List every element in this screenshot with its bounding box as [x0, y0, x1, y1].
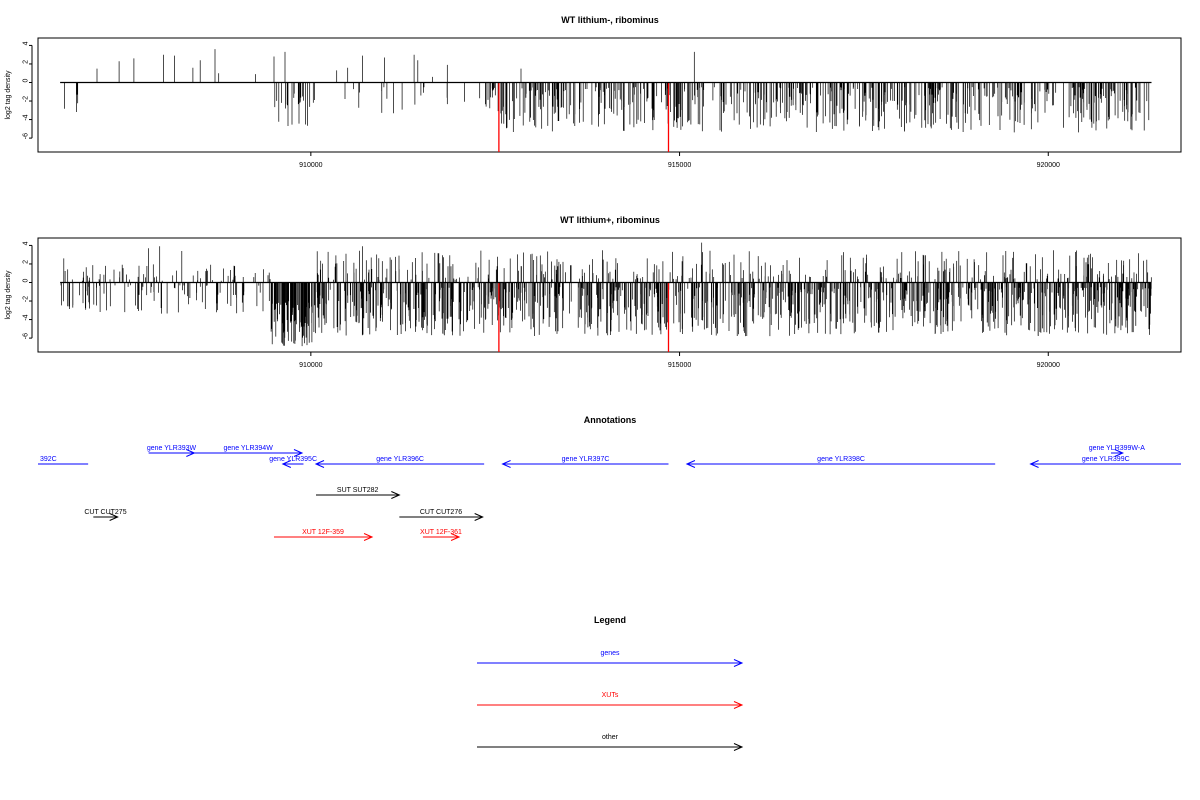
annotation-label: gene YLR393W — [147, 445, 197, 452]
y-tick-label: -4 — [23, 114, 30, 120]
annotation-label: SUT SUT282 — [337, 487, 379, 494]
annotation-feature: gene YLR395C — [269, 456, 317, 468]
legend-item: genes — [477, 650, 744, 667]
x-axis: 910000 915000 920000 — [299, 351, 1060, 369]
legend-item: XUTs — [477, 692, 744, 709]
red-markers — [498, 282, 670, 352]
y-tick-label: -4 — [23, 314, 30, 320]
y-axis: 4 2 0 -2 -4 -6 — [23, 241, 33, 339]
x-axis: 910000 915000 920000 — [299, 151, 1060, 169]
y-axis-label: log2 tag density — [5, 70, 12, 120]
annotations-track: Annotations 392C gene YLR393W gene YLR394W… — [38, 415, 1181, 541]
annotation-feature: gene YLR399C — [1029, 456, 1181, 468]
annotation-label: gene YLR395C — [269, 456, 317, 463]
y-tick-label: -6 — [23, 133, 30, 139]
legend-label: other — [602, 734, 619, 741]
annotation-feature: SUT SUT282 — [316, 487, 401, 499]
annotation-feature: gene YLR399W-A — [1089, 445, 1145, 457]
annotations-title: Annotations — [584, 415, 637, 425]
y-tick-label: 0 — [23, 278, 30, 282]
annotation-label: gene YLR398C — [817, 456, 865, 463]
annotation-label: gene YLR397C — [562, 456, 610, 463]
y-tick-label: 0 — [23, 78, 30, 82]
x-tick-label: 915000 — [668, 362, 691, 369]
annotation-feature: gene YLR393W — [147, 445, 197, 457]
annotation-feature: CUT CUT276 — [399, 509, 484, 521]
y-tick-label: 4 — [23, 41, 30, 45]
y-tick-label: 2 — [23, 260, 30, 264]
track-panel-lithium-minus: WT lithium-, ribominus log2 tag density … — [5, 15, 1182, 169]
track-panel-lithium-plus: WT lithium+, ribominus log2 tag density … — [5, 215, 1182, 369]
density-bars — [64, 49, 1150, 133]
track-title: WT lithium+, ribominus — [560, 215, 660, 225]
annotation-label: gene YLR399W-A — [1089, 445, 1145, 452]
y-tick-label: -2 — [23, 96, 30, 102]
annotation-label: CUT CUT276 — [420, 509, 462, 516]
annotation-label: XUT 12F-359 — [302, 529, 344, 536]
y-axis: 4 2 0 -2 -4 -6 — [23, 41, 33, 139]
annotation-label: CUT CUT275 — [84, 509, 126, 516]
annotation-label: gene YLR399C — [1082, 456, 1130, 463]
y-tick-label: -6 — [23, 333, 30, 339]
legend: Legend genes XUTs other — [477, 615, 744, 751]
annotation-feature: 392C — [38, 456, 89, 465]
annotation-label: 392C — [40, 456, 57, 463]
x-tick-label: 910000 — [299, 362, 322, 369]
y-tick-label: 2 — [23, 60, 30, 64]
annotation-feature: XUT 12F-359 — [273, 529, 374, 541]
legend-item: other — [477, 734, 744, 751]
annotation-feature: XUT 12F-361 — [420, 529, 462, 541]
annotation-label: gene YLR396C — [376, 456, 424, 463]
legend-items: genes XUTs other — [477, 650, 744, 751]
x-tick-label: 915000 — [668, 162, 691, 169]
annotation-feature: CUT CUT275 — [84, 509, 127, 521]
density-bar-path — [64, 49, 1150, 133]
y-tick-label: 4 — [23, 241, 30, 245]
feature-arrows: 392C gene YLR393W gene YLR394W gene YLR395C… — [38, 445, 1181, 541]
annotation-label: gene YLR394W — [224, 445, 274, 452]
red-markers — [498, 82, 670, 152]
y-axis-label: log2 tag density — [5, 270, 12, 320]
plot-frame — [37, 237, 1182, 353]
x-tick-label: 910000 — [299, 162, 322, 169]
x-tick-label: 920000 — [1037, 362, 1060, 369]
track-title: WT lithium-, ribominus — [561, 15, 659, 25]
density-bars — [60, 242, 1152, 347]
legend-title: Legend — [594, 615, 626, 625]
annotation-feature: gene YLR398C — [685, 456, 996, 468]
legend-label: XUTs — [602, 692, 619, 699]
y-tick-label: -2 — [23, 296, 30, 302]
annotation-label: XUT 12F-361 — [420, 529, 462, 536]
x-tick-label: 920000 — [1037, 162, 1060, 169]
annotation-feature: gene YLR397C — [501, 456, 669, 468]
legend-label: genes — [600, 650, 620, 657]
density-bar-path — [60, 242, 1152, 347]
annotation-feature: gene YLR396C — [314, 456, 485, 468]
annotation-feature: gene YLR394W — [194, 445, 304, 457]
